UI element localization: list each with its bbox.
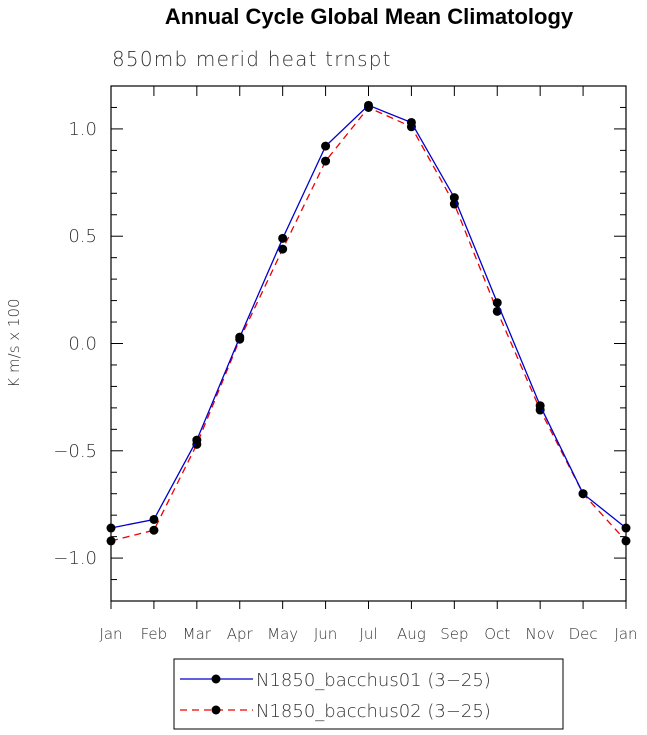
minor-ticks — [111, 85, 626, 602]
x-tick-label: Dec — [569, 625, 598, 643]
y-tick-label: 1.0 — [68, 119, 97, 140]
legend: N1850_bacchus01 (3−25) N1850_bacchus02 (3… — [173, 658, 564, 730]
legend-box — [173, 658, 564, 730]
x-tick-label: Apr — [227, 625, 254, 643]
x-tick-label: Mar — [183, 625, 212, 643]
data-point — [278, 244, 288, 254]
major-ticks — [110, 86, 627, 609]
x-tick-labels: Jan Feb Mar Apr May Jun Jul Aug Sep Oct Nov Dec Jan — [99, 625, 637, 643]
data-point — [106, 536, 116, 546]
data-point — [364, 100, 373, 110]
legend-label: N1850_bacchus02 (3−25) — [256, 701, 491, 722]
series-layer — [106, 100, 631, 546]
y-tick-label: −0.5 — [53, 441, 97, 462]
y-axis-label: K m/s x 100 — [5, 298, 23, 387]
x-tick-label: Jul — [359, 625, 377, 643]
x-tick-label: Nov — [526, 625, 555, 643]
series-line — [110, 106, 627, 542]
y-tick-labels: −1.0 −0.5 0.0 0.5 1.0 — [53, 119, 97, 569]
data-point — [621, 536, 631, 546]
data-point — [492, 298, 502, 308]
data-point — [149, 514, 159, 524]
plot-frame — [110, 85, 627, 602]
data-point — [321, 156, 331, 166]
data-point — [449, 193, 459, 203]
data-point — [621, 523, 631, 533]
legend-label: N1850_bacchus01 (3−25) — [256, 670, 491, 691]
data-point — [106, 523, 116, 533]
data-point — [321, 141, 331, 151]
x-tick-label: Jan — [614, 625, 637, 643]
series-1 — [106, 100, 631, 533]
legend-item: N1850_bacchus02 (3−25) — [180, 701, 491, 722]
chart-subtitle: 850mb merid heat trnspt — [112, 47, 392, 71]
data-point — [278, 233, 288, 243]
x-tick-label: Jan — [99, 625, 122, 643]
x-tick-label: Jun — [314, 625, 337, 643]
data-point — [406, 117, 416, 127]
legend-item: N1850_bacchus01 (3−25) — [180, 670, 491, 691]
y-tick-label: 0.5 — [68, 226, 97, 247]
data-point — [235, 332, 245, 342]
x-tick-label: Sep — [440, 625, 468, 643]
data-point — [535, 401, 545, 411]
legend-marker — [211, 705, 221, 715]
y-tick-label: −1.0 — [53, 548, 97, 569]
x-tick-label: Feb — [141, 625, 168, 643]
data-point — [149, 525, 159, 535]
x-tick-label: May — [267, 625, 298, 643]
data-point — [192, 435, 202, 445]
series-2 — [106, 102, 631, 546]
data-point — [578, 489, 588, 499]
chart-title: Annual Cycle Global Mean Climatology — [165, 4, 574, 29]
x-tick-label: Aug — [397, 625, 426, 643]
x-tick-label: Oct — [484, 625, 510, 643]
legend-marker — [211, 674, 221, 684]
y-tick-label: 0.0 — [68, 334, 97, 355]
series-line — [110, 104, 627, 529]
